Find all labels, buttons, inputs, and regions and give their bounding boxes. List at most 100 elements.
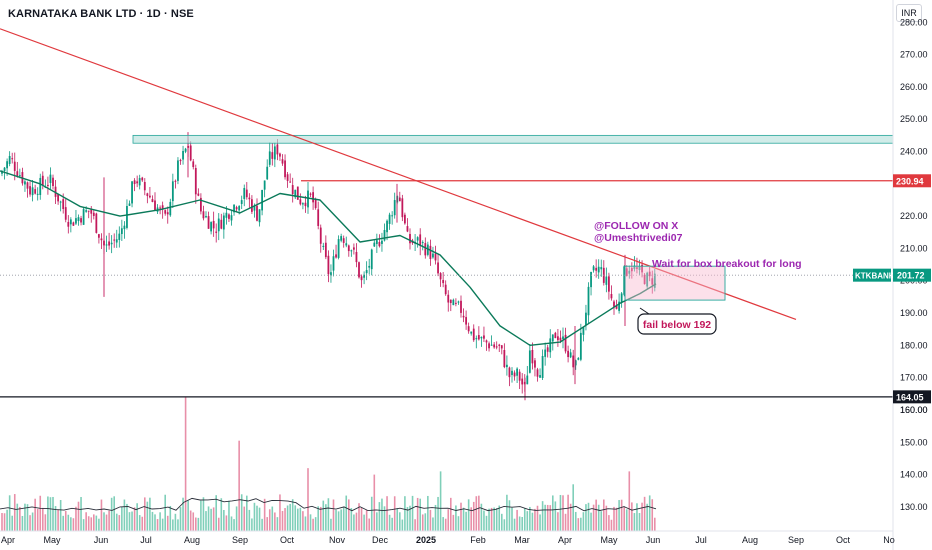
volume-bar: [307, 468, 309, 531]
volume-bar: [16, 503, 19, 531]
candle-body: [62, 199, 65, 210]
volume-bar: [34, 498, 36, 531]
candle-body: [75, 218, 77, 224]
candle-body: [648, 271, 651, 277]
volume-bar: [651, 499, 654, 531]
candle-body: [161, 205, 164, 210]
volume-bar: [141, 516, 144, 531]
candle-body: [307, 190, 309, 208]
volume-bar: [526, 511, 529, 531]
candle-body: [36, 193, 39, 195]
price-tick-label: 170.00: [900, 373, 928, 383]
volume-bar: [36, 508, 39, 531]
volume-bar: [240, 494, 243, 531]
volume-bar: [286, 505, 289, 531]
volume-bar: [248, 509, 251, 531]
currency-badge[interactable]: INR: [896, 4, 922, 22]
volume-bar: [503, 519, 506, 531]
candle-body: [248, 197, 251, 200]
candle-body: [179, 159, 182, 162]
time-tick-label: 2025: [416, 535, 436, 545]
candle-body: [564, 334, 567, 352]
volume-bar: [332, 499, 335, 531]
volume-bar: [427, 495, 429, 531]
volume-bar: [511, 507, 513, 531]
candle-body: [64, 207, 67, 220]
candle-body: [600, 267, 603, 270]
volume-bar: [189, 510, 192, 531]
volume-bar: [289, 503, 291, 531]
candle-body: [59, 201, 62, 203]
volume-bar: [200, 500, 202, 531]
candle-body: [416, 237, 419, 241]
candle-body: [557, 336, 559, 341]
candle-body: [115, 239, 118, 243]
volume-tick-label: 160.00: [900, 405, 928, 415]
candle-body: [383, 229, 386, 241]
volume-bar: [26, 504, 29, 531]
volume-layer: [0, 397, 657, 531]
candle-body: [544, 349, 547, 357]
volume-bar: [633, 513, 636, 531]
volume-bar: [297, 508, 299, 531]
resistance-price-badge-bg: [893, 174, 931, 188]
volume-bar: [641, 502, 643, 531]
volume-bar: [67, 514, 70, 531]
volume-bar: [187, 500, 189, 531]
volume-bar: [19, 506, 21, 531]
candle-body: [587, 286, 590, 316]
candle-body: [16, 171, 19, 176]
volume-bar: [261, 518, 263, 531]
volume-bar: [386, 496, 388, 531]
candle-body: [590, 271, 592, 288]
candle-body: [174, 180, 177, 182]
volume-bar: [64, 510, 67, 531]
volume-bar: [184, 397, 187, 531]
volume-bar: [549, 505, 552, 531]
volume-bar: [274, 512, 276, 531]
descending-trendline: [0, 28, 797, 321]
candle-body: [314, 199, 317, 209]
candle-body: [393, 200, 396, 216]
volume-bar: [358, 503, 360, 531]
candle-body: [432, 253, 434, 258]
volume-bar: [131, 511, 133, 531]
candle-body: [105, 244, 108, 246]
volume-bar: [439, 471, 442, 531]
volume-bar: [595, 499, 597, 531]
candle-body: [643, 274, 646, 285]
candle-body: [447, 294, 450, 303]
volume-bar: [133, 507, 136, 531]
time-tick-label: Jun: [94, 535, 109, 545]
volume-bar: [381, 498, 383, 531]
candle-body: [136, 181, 139, 184]
candle-body: [429, 245, 432, 259]
candle-body: [549, 338, 552, 353]
candle-body: [149, 195, 151, 198]
candle-body: [651, 278, 654, 285]
volume-bar: [179, 507, 182, 531]
volume-bar: [597, 504, 600, 531]
volume-bar: [291, 499, 294, 531]
candle-body: [365, 270, 368, 274]
volume-bar: [70, 517, 72, 531]
volume-bar: [11, 515, 13, 531]
volume-bar: [57, 509, 59, 531]
volume-bar: [108, 510, 110, 531]
candle-body: [230, 215, 233, 221]
volume-bar: [498, 505, 501, 531]
volume-bar: [159, 512, 161, 531]
candle-body: [31, 187, 34, 196]
volume-bar: [452, 514, 455, 531]
candle-body: [630, 267, 633, 272]
support-price-badge: 164.05: [896, 392, 924, 402]
candle-body: [304, 202, 307, 207]
volume-bar: [47, 496, 49, 531]
candle-body: [409, 233, 411, 244]
candle-body: [452, 299, 455, 306]
candle-body: [485, 340, 488, 343]
volume-tick-label: 150.00: [900, 437, 928, 447]
candle-body: [67, 221, 70, 227]
candle-body: [536, 369, 539, 377]
